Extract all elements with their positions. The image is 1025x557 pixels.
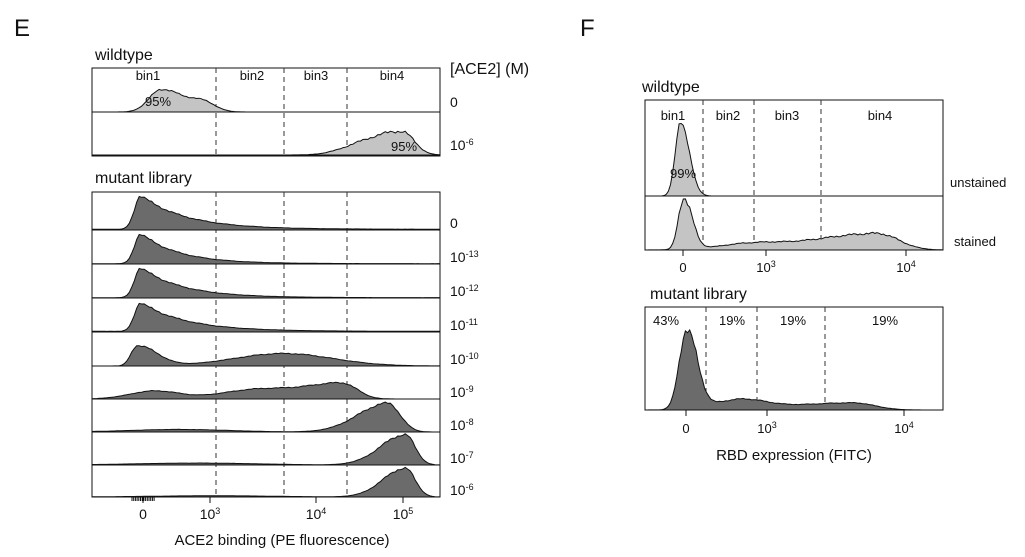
e-x-tick-label-2: 104 xyxy=(306,506,327,522)
e-library-histogram-2 xyxy=(91,267,441,299)
e-library-conc-0: 0 xyxy=(450,215,458,231)
f-unstained-label: unstained xyxy=(950,175,1006,190)
e-x-tick-label-1: 103 xyxy=(200,506,221,522)
f-bin-label-2: bin2 xyxy=(716,108,741,123)
f-wildtype-unstained-histogram xyxy=(645,122,943,197)
e-wildtype-0-percent: 95% xyxy=(145,94,171,109)
e-library-histogram-6 xyxy=(91,401,440,433)
e-bin-label-4: bin4 xyxy=(380,68,405,83)
e-library-histogram-7 xyxy=(91,433,441,466)
e-wildtype-ace2-percent: 95% xyxy=(391,139,417,154)
f-bin-label-4: bin4 xyxy=(868,108,893,123)
f-bin-label-1: bin1 xyxy=(661,108,686,123)
e-wildtype-heading: wildtype xyxy=(94,47,153,64)
e-wildtype-0-histogram xyxy=(92,88,440,113)
e-bin-label-2: bin2 xyxy=(240,68,265,83)
f-library-percent-4: 19% xyxy=(872,313,898,328)
e-x-tick-label-3: 105 xyxy=(393,506,414,522)
e-wildtype-conc-0: 0 xyxy=(450,94,458,110)
f-library-percent-2: 19% xyxy=(719,313,745,328)
e-library-conc-5: 10-9 xyxy=(450,384,474,400)
e-library-histogram-8 xyxy=(91,466,441,498)
f-library-histogram xyxy=(645,328,943,411)
e-x-tick-label-0: 0 xyxy=(139,506,147,522)
f-wildtype-x-tick-label-1: 103 xyxy=(756,259,775,275)
e-library-conc-1: 10-13 xyxy=(450,249,479,265)
e-x-axis-label: ACE2 binding (PE fluorescence) xyxy=(174,532,389,549)
e-library-histogram-0 xyxy=(91,195,441,231)
f-library-percent-1: 43% xyxy=(653,313,679,328)
f-wildtype-stained-histogram xyxy=(645,198,944,251)
f-bin-label-3: bin3 xyxy=(775,108,800,123)
e-library-histogram-3 xyxy=(91,302,441,333)
e-library-histogram-1 xyxy=(91,233,441,265)
e-library-conc-4: 10-10 xyxy=(450,351,479,367)
e-wildtype-conc-1: 10-6 xyxy=(450,137,474,153)
e-wildtype-ace2-histogram xyxy=(92,130,441,156)
f-wildtype-heading: wildtype xyxy=(641,79,700,96)
e-library-conc-6: 10-8 xyxy=(450,417,474,433)
f-wildtype-x-tick-label-2: 104 xyxy=(896,259,915,275)
panel-letter-e: E xyxy=(14,15,30,42)
e-library-conc-7: 10-7 xyxy=(450,450,474,466)
f-x-axis-label: RBD expression (FITC) xyxy=(716,447,872,464)
e-library-conc-2: 10-12 xyxy=(450,283,479,299)
e-concentration-heading: [ACE2] (M) xyxy=(450,61,529,78)
e-library-histogram-4 xyxy=(92,345,441,367)
f-wildtype-percent: 99% xyxy=(670,166,696,181)
f-library-x-tick-label-0: 0 xyxy=(682,421,689,436)
e-library-conc-3: 10-11 xyxy=(450,317,478,333)
e-bin-label-3: bin3 xyxy=(304,68,329,83)
e-library-histogram-5 xyxy=(91,381,440,400)
f-library-heading: mutant library xyxy=(650,286,747,303)
panel-letter-f: F xyxy=(580,15,595,42)
f-wildtype-x-tick-label-0: 0 xyxy=(679,260,686,275)
e-library-heading: mutant library xyxy=(95,170,192,187)
f-library-x-tick-label-2: 104 xyxy=(894,420,913,436)
e-library-conc-8: 10-6 xyxy=(450,482,474,498)
f-library-x-tick-label-1: 103 xyxy=(757,420,776,436)
f-stained-label: stained xyxy=(954,234,996,249)
f-library-percent-3: 19% xyxy=(780,313,806,328)
e-bin-label-1: bin1 xyxy=(136,68,161,83)
